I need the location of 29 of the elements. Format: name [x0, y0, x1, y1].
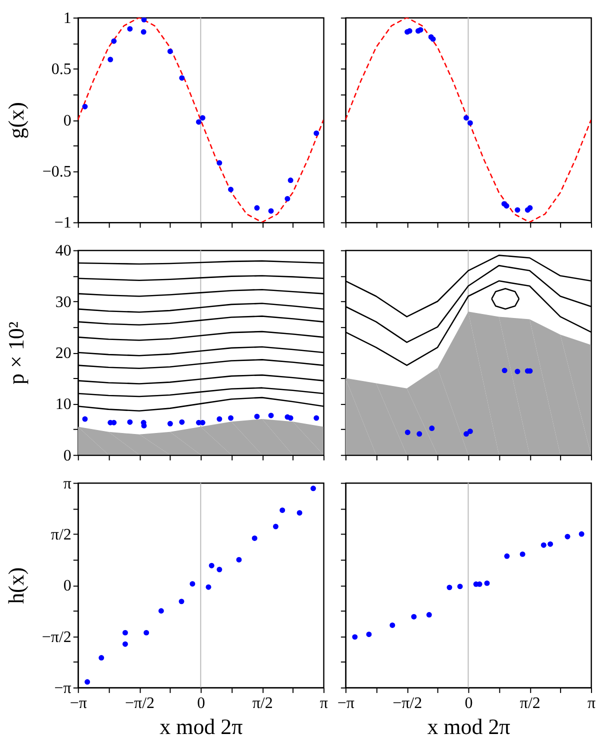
y-tick-label: 10 — [55, 396, 72, 414]
y-tick-label: −1 — [54, 214, 72, 232]
y-tick-label: 0 — [63, 112, 72, 130]
y-tick-label: 20 — [55, 345, 72, 362]
y-tick-label: 40 — [55, 242, 72, 260]
x-axis-title: x mod 2π — [160, 714, 243, 739]
y-tick-label: 1 — [63, 10, 72, 28]
x-axis-title: x mod 2π — [427, 714, 510, 739]
y-tick-label: π — [63, 475, 72, 492]
x-tick-label: −π — [337, 694, 354, 712]
y-tick-label: 30 — [55, 294, 72, 311]
x-tick-label: −π/2 — [125, 694, 155, 712]
y-tick-label: −0.5 — [42, 164, 72, 181]
x-tick-label: π/2 — [520, 694, 540, 712]
y-tick-label: −π — [54, 680, 72, 697]
y-tick-label: 0 — [63, 447, 72, 464]
y-tick-label: 0.5 — [51, 61, 72, 78]
y-tick-label: −π/2 — [42, 628, 72, 646]
x-tick-label: 0 — [197, 694, 206, 712]
y-axis-title: p × 10² — [3, 321, 28, 384]
x-tick-label: −π/2 — [392, 694, 422, 712]
y-tick-label: 0 — [63, 578, 72, 595]
y-axis-title: h(x) — [3, 567, 28, 604]
x-tick-label: π — [587, 694, 596, 712]
x-tick-label: π — [320, 694, 328, 712]
x-tick-label: π/2 — [252, 694, 273, 712]
y-axis-title: g(x) — [3, 102, 28, 139]
y-tick-label: π/2 — [50, 526, 72, 544]
x-tick-label: 0 — [464, 694, 473, 712]
